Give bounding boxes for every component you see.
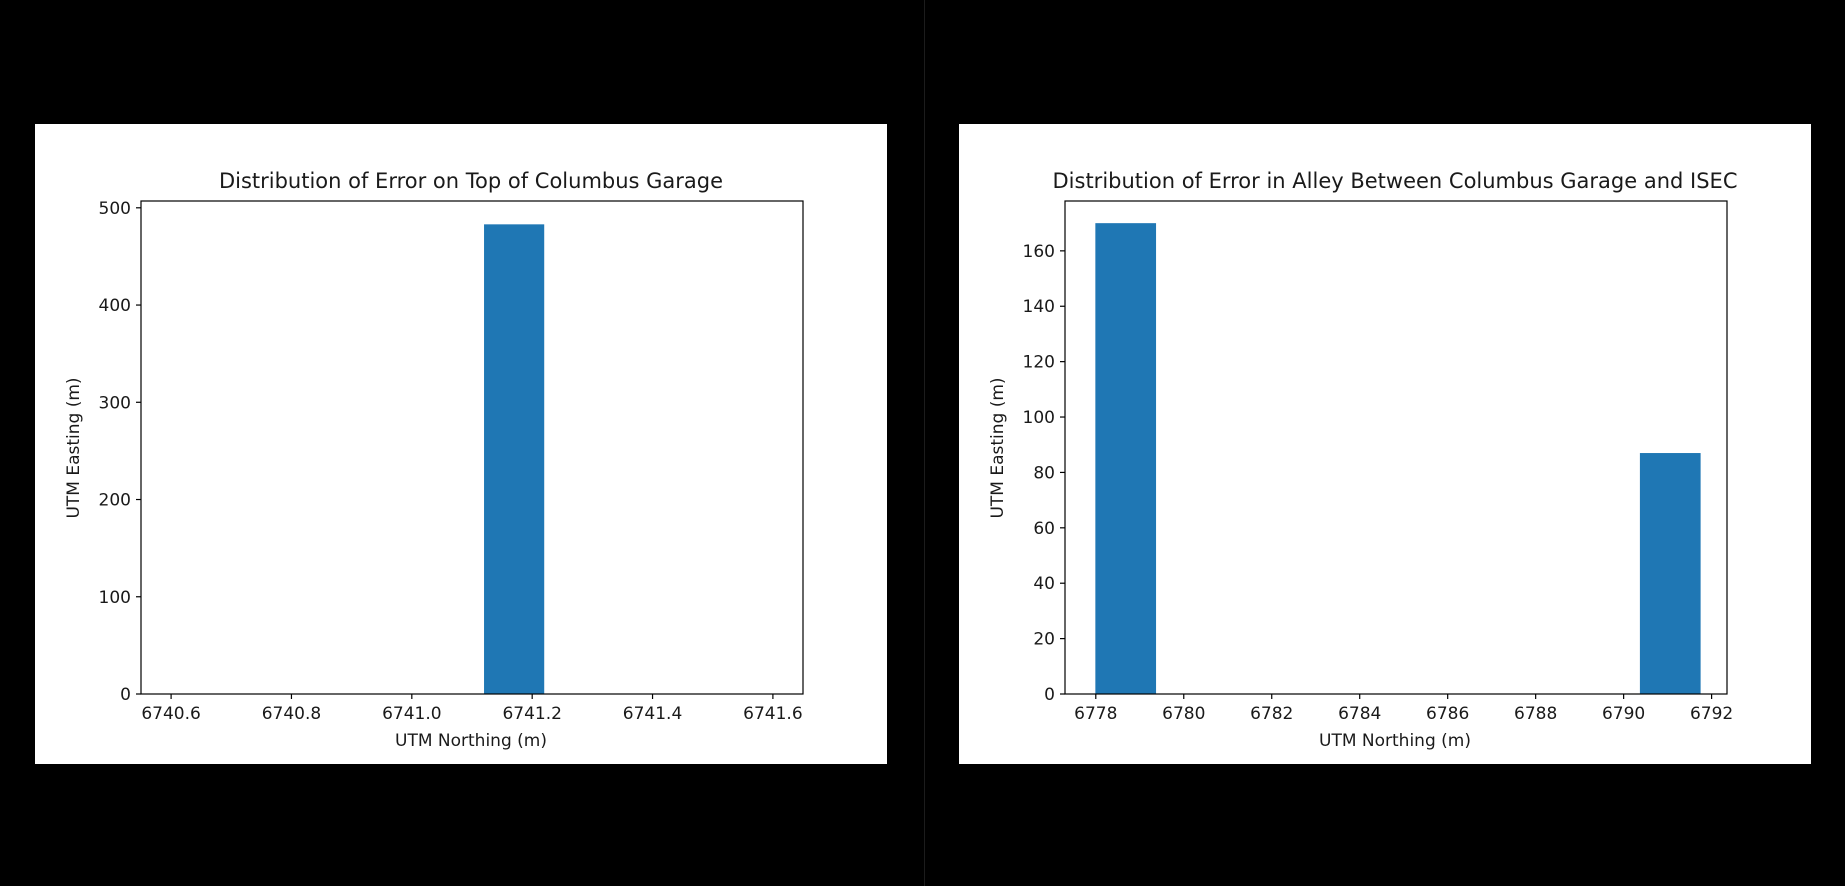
plot-frame [140, 200, 804, 695]
x-tick-label: 6792 [1690, 704, 1733, 724]
y-tick-label: 20 [1033, 630, 1055, 650]
chart-panel-left: Distribution of Error on Top of Columbus… [35, 124, 887, 764]
x-tick-label: 6784 [1338, 704, 1381, 724]
y-tick-label: 300 [99, 393, 131, 413]
x-tick-label: 6741.0 [382, 704, 441, 724]
chart-title: Distribution of Error in Alley Between C… [1053, 169, 1738, 193]
histogram-bar [1639, 453, 1701, 694]
x-tick-label: 6741.2 [502, 704, 561, 724]
x-tick-label: 6778 [1074, 704, 1117, 724]
y-tick-label: 200 [99, 491, 131, 511]
y-tick-label: 0 [120, 685, 131, 705]
x-tick-label: 6786 [1426, 704, 1469, 724]
x-tick-label: 6740.8 [262, 704, 321, 724]
x-axis-label: UTM Northing (m) [1319, 731, 1471, 751]
y-axis-label: UTM Easting (m) [64, 377, 84, 518]
x-tick-label: 6788 [1514, 704, 1557, 724]
y-tick-label: 80 [1033, 463, 1055, 483]
y-tick-label: 500 [99, 199, 131, 219]
x-tick-label: 6740.6 [141, 704, 200, 724]
histogram-bar [1095, 223, 1157, 695]
y-tick-label: 60 [1033, 519, 1055, 539]
histogram-chart-left: Distribution of Error on Top of Columbus… [64, 169, 804, 751]
plot-frame [1064, 200, 1728, 695]
y-tick-label: 0 [1044, 685, 1055, 705]
y-tick-label: 40 [1033, 574, 1055, 594]
y-tick-label: 160 [1023, 242, 1055, 262]
x-tick-label: 6782 [1250, 704, 1293, 724]
histogram-chart-right: Distribution of Error in Alley Between C… [988, 169, 1738, 751]
y-axis-label: UTM Easting (m) [988, 377, 1008, 518]
x-tick-label: 6780 [1162, 704, 1205, 724]
y-tick-label: 400 [99, 296, 131, 316]
y-tick-label: 100 [1023, 408, 1055, 428]
y-tick-label: 140 [1023, 297, 1055, 317]
x-tick-label: 6741.4 [623, 704, 682, 724]
histogram-bar [484, 224, 545, 694]
y-tick-label: 120 [1023, 353, 1055, 373]
chart-title: Distribution of Error on Top of Columbus… [219, 169, 723, 193]
chart-panel-right: Distribution of Error in Alley Between C… [959, 124, 1811, 764]
x-tick-label: 6741.6 [743, 704, 802, 724]
x-axis-label: UTM Northing (m) [395, 731, 547, 751]
panel-divider [924, 0, 925, 886]
y-tick-label: 100 [99, 588, 131, 608]
x-tick-label: 6790 [1602, 704, 1645, 724]
